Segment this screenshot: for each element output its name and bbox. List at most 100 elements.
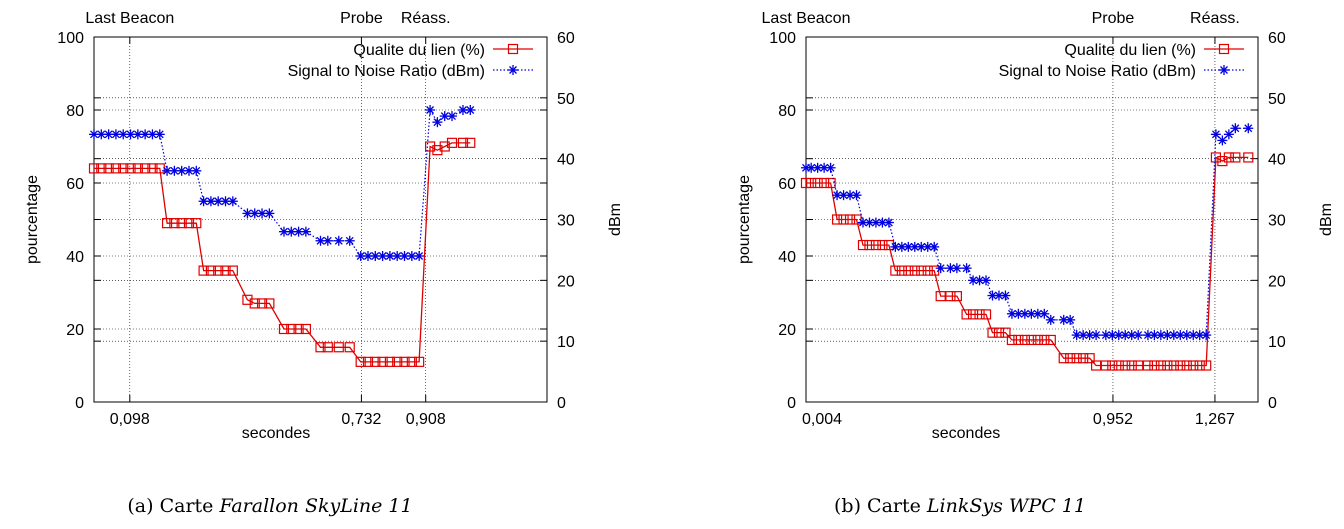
data-point	[890, 265, 901, 276]
data-point	[1201, 330, 1212, 341]
y2-tick-label: 50	[557, 91, 575, 108]
data-point	[414, 251, 425, 261]
star-stroke	[228, 197, 237, 206]
data-point	[362, 356, 374, 367]
star-stroke	[1244, 124, 1253, 133]
y-tick-label: 0	[75, 395, 84, 412]
data-point	[1188, 360, 1199, 371]
data-point	[315, 342, 326, 353]
data-point	[447, 111, 458, 122]
data-point	[242, 294, 253, 305]
data-point	[286, 323, 297, 335]
legend-label: Qualite du lien (%)	[1064, 42, 1196, 59]
series-snr	[89, 105, 476, 261]
star-stroke	[1108, 331, 1117, 340]
star-stroke	[1072, 331, 1081, 340]
data-point	[1194, 330, 1205, 341]
star-stroke	[90, 130, 98, 139]
data-point	[1243, 123, 1254, 134]
y2-axis-label: dBm	[607, 203, 624, 236]
data-point	[831, 214, 843, 225]
data-point	[844, 214, 856, 225]
data-point	[1000, 327, 1011, 338]
star-stroke	[345, 236, 354, 245]
data-point	[1026, 334, 1037, 346]
data-point	[961, 309, 972, 320]
data-point	[161, 218, 173, 229]
y-tick-label: 80	[778, 103, 796, 120]
star-stroke	[334, 236, 343, 245]
data-point	[392, 356, 403, 367]
data-point	[1000, 290, 1011, 301]
star-stroke	[294, 227, 303, 236]
star-stroke	[923, 242, 932, 251]
star-stroke	[378, 252, 387, 260]
data-point	[987, 327, 998, 338]
caption-name: LinkSys WPC 11	[926, 495, 1086, 517]
star-stroke	[1127, 331, 1136, 340]
data-point	[1217, 135, 1228, 146]
data-point	[896, 265, 907, 276]
data-point	[1107, 360, 1118, 371]
series-line	[806, 127, 1249, 336]
star-stroke	[301, 227, 310, 236]
star-stroke	[1079, 331, 1088, 340]
data-point	[132, 163, 143, 174]
y-tick-label: 60	[778, 176, 796, 193]
data-point	[1181, 360, 1192, 371]
y2-tick-label: 0	[1268, 395, 1277, 412]
data-point	[1230, 152, 1241, 163]
data-point	[1100, 360, 1111, 371]
legend-marker	[1218, 43, 1230, 55]
data-point	[851, 214, 862, 225]
star-stroke	[199, 197, 208, 206]
data-point	[1175, 360, 1186, 371]
data-point	[951, 263, 962, 274]
data-point	[845, 190, 856, 201]
legend-label: Signal to Noise Ratio (dBm)	[999, 63, 1196, 80]
star-stroke	[192, 166, 201, 175]
data-point	[1133, 360, 1144, 371]
y-tick-label: 100	[769, 30, 796, 47]
caption-name: Farallon SkyLine 11	[218, 495, 412, 517]
data-point	[249, 298, 260, 309]
data-point	[377, 356, 388, 367]
star-stroke	[1001, 291, 1010, 300]
data-point	[457, 137, 469, 148]
data-point	[1091, 330, 1102, 341]
star-stroke	[148, 130, 157, 139]
data-point	[198, 265, 209, 276]
star-stroke	[221, 197, 230, 206]
legend-marker	[1219, 65, 1229, 75]
star-stroke	[1027, 309, 1036, 318]
data-point	[154, 129, 165, 140]
star-stroke	[1202, 331, 1211, 340]
data-point	[825, 177, 836, 189]
star-stroke	[141, 130, 150, 139]
star-stroke	[884, 218, 893, 227]
data-point	[140, 163, 151, 174]
data-point	[1058, 353, 1069, 364]
x-axis-label: secondes	[932, 425, 1001, 442]
star-stroke	[859, 218, 867, 227]
star-stroke	[133, 130, 142, 139]
y2-tick-label: 60	[557, 30, 575, 47]
y-tick-label: 80	[66, 103, 84, 120]
data-point	[1032, 334, 1043, 346]
star-stroke	[917, 242, 926, 251]
data-point	[110, 163, 122, 174]
data-point	[1045, 334, 1056, 346]
y2-tick-label: 30	[557, 213, 575, 230]
data-point	[344, 342, 355, 353]
data-point	[96, 129, 107, 140]
data-point	[169, 218, 180, 229]
star-stroke	[126, 130, 135, 139]
y-tick-label: 40	[778, 249, 796, 266]
data-point	[825, 162, 836, 173]
event-label: Réass.	[401, 10, 451, 27]
star-stroke	[833, 191, 842, 200]
y2-tick-label: 60	[1268, 30, 1286, 47]
data-point	[446, 137, 458, 148]
data-point	[1013, 334, 1024, 346]
data-point	[1230, 123, 1241, 134]
